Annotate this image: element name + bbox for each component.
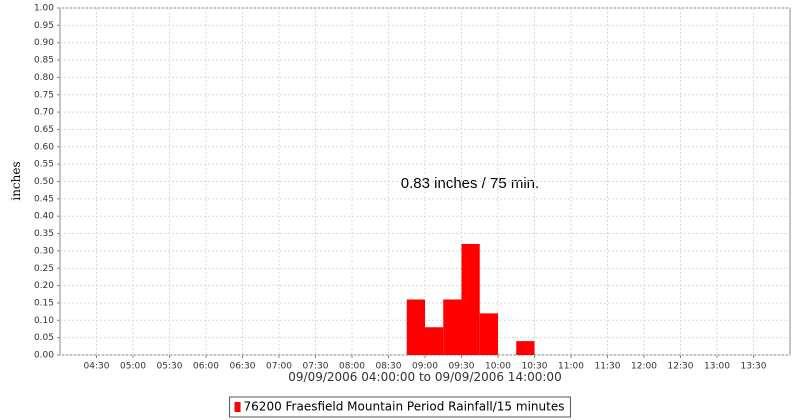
y-tick-label: 1.00: [34, 4, 54, 14]
x-tick-label: 06:00: [193, 362, 219, 372]
x-tick-label: 07:30: [303, 362, 329, 372]
x-tick-label: 11:30: [595, 362, 621, 372]
y-tick-label: 0.70: [34, 108, 54, 118]
x-tick-label: 04:30: [84, 362, 110, 372]
x-tick-label: 09:30: [449, 362, 475, 372]
y-tick-label: 0.40: [34, 212, 54, 222]
y-tick-label: 0.85: [34, 56, 54, 66]
y-tick-label: 0.10: [34, 316, 54, 326]
legend-swatch: [234, 402, 241, 412]
y-tick-label: 0.60: [34, 142, 54, 152]
legend-box: [229, 396, 571, 418]
legend: 76200 Fraesfield Mountain Period Rainfal…: [229, 396, 571, 418]
bar: [443, 299, 462, 355]
legend-label: 76200 Fraesfield Mountain Period Rainfal…: [244, 400, 565, 414]
x-tick-label: 05:30: [157, 362, 183, 372]
bar: [406, 299, 425, 355]
y-tick-label: 0.20: [34, 281, 54, 291]
x-tick-label: 09:00: [412, 362, 438, 372]
x-tick-label: 13:30: [741, 362, 767, 372]
y-tick-label: 0.25: [34, 264, 54, 274]
x-tick-label: 10:00: [485, 362, 511, 372]
y-tick-label: 0.30: [34, 246, 54, 256]
x-tick-label: 13:00: [704, 362, 730, 372]
bar: [461, 243, 480, 355]
annotation: 0.83 inches / 75 min.: [401, 175, 539, 192]
y-tick-label: 0.00: [34, 351, 54, 361]
x-tick-label: 12:30: [668, 362, 694, 372]
y-tick-label: 0.65: [34, 125, 54, 135]
y-tick-label: 0.75: [34, 90, 54, 100]
y-tick-label: 0.45: [34, 194, 54, 204]
bar: [479, 313, 498, 355]
y-tick-label: 0.05: [34, 333, 54, 343]
y-tick-label: 0.95: [34, 21, 54, 31]
y-tick-label: 0.50: [34, 177, 54, 187]
y-tick-label: 0.35: [34, 229, 54, 239]
x-tick-label: 12:00: [631, 362, 657, 372]
bar: [516, 341, 535, 355]
y-tick-label: 0.80: [34, 73, 54, 83]
y-tick-label: 0.90: [34, 38, 54, 48]
x-tick-label: 07:00: [266, 362, 292, 372]
bar: [425, 327, 444, 355]
x-tick-label: 08:00: [339, 362, 365, 372]
x-axis-label: 09/09/2006 04:00:00 to 09/09/2006 14:00:…: [288, 370, 561, 384]
x-tick-label: 08:30: [376, 362, 402, 372]
y-tick-label: 0.55: [34, 160, 54, 170]
x-tick-label: 05:00: [120, 362, 146, 372]
x-tick-label: 10:30: [522, 362, 548, 372]
y-axis-label: inches: [9, 161, 23, 200]
x-tick-label: 11:00: [558, 362, 584, 372]
y-tick-label: 0.15: [34, 298, 54, 308]
x-tick-label: 06:30: [230, 362, 256, 372]
